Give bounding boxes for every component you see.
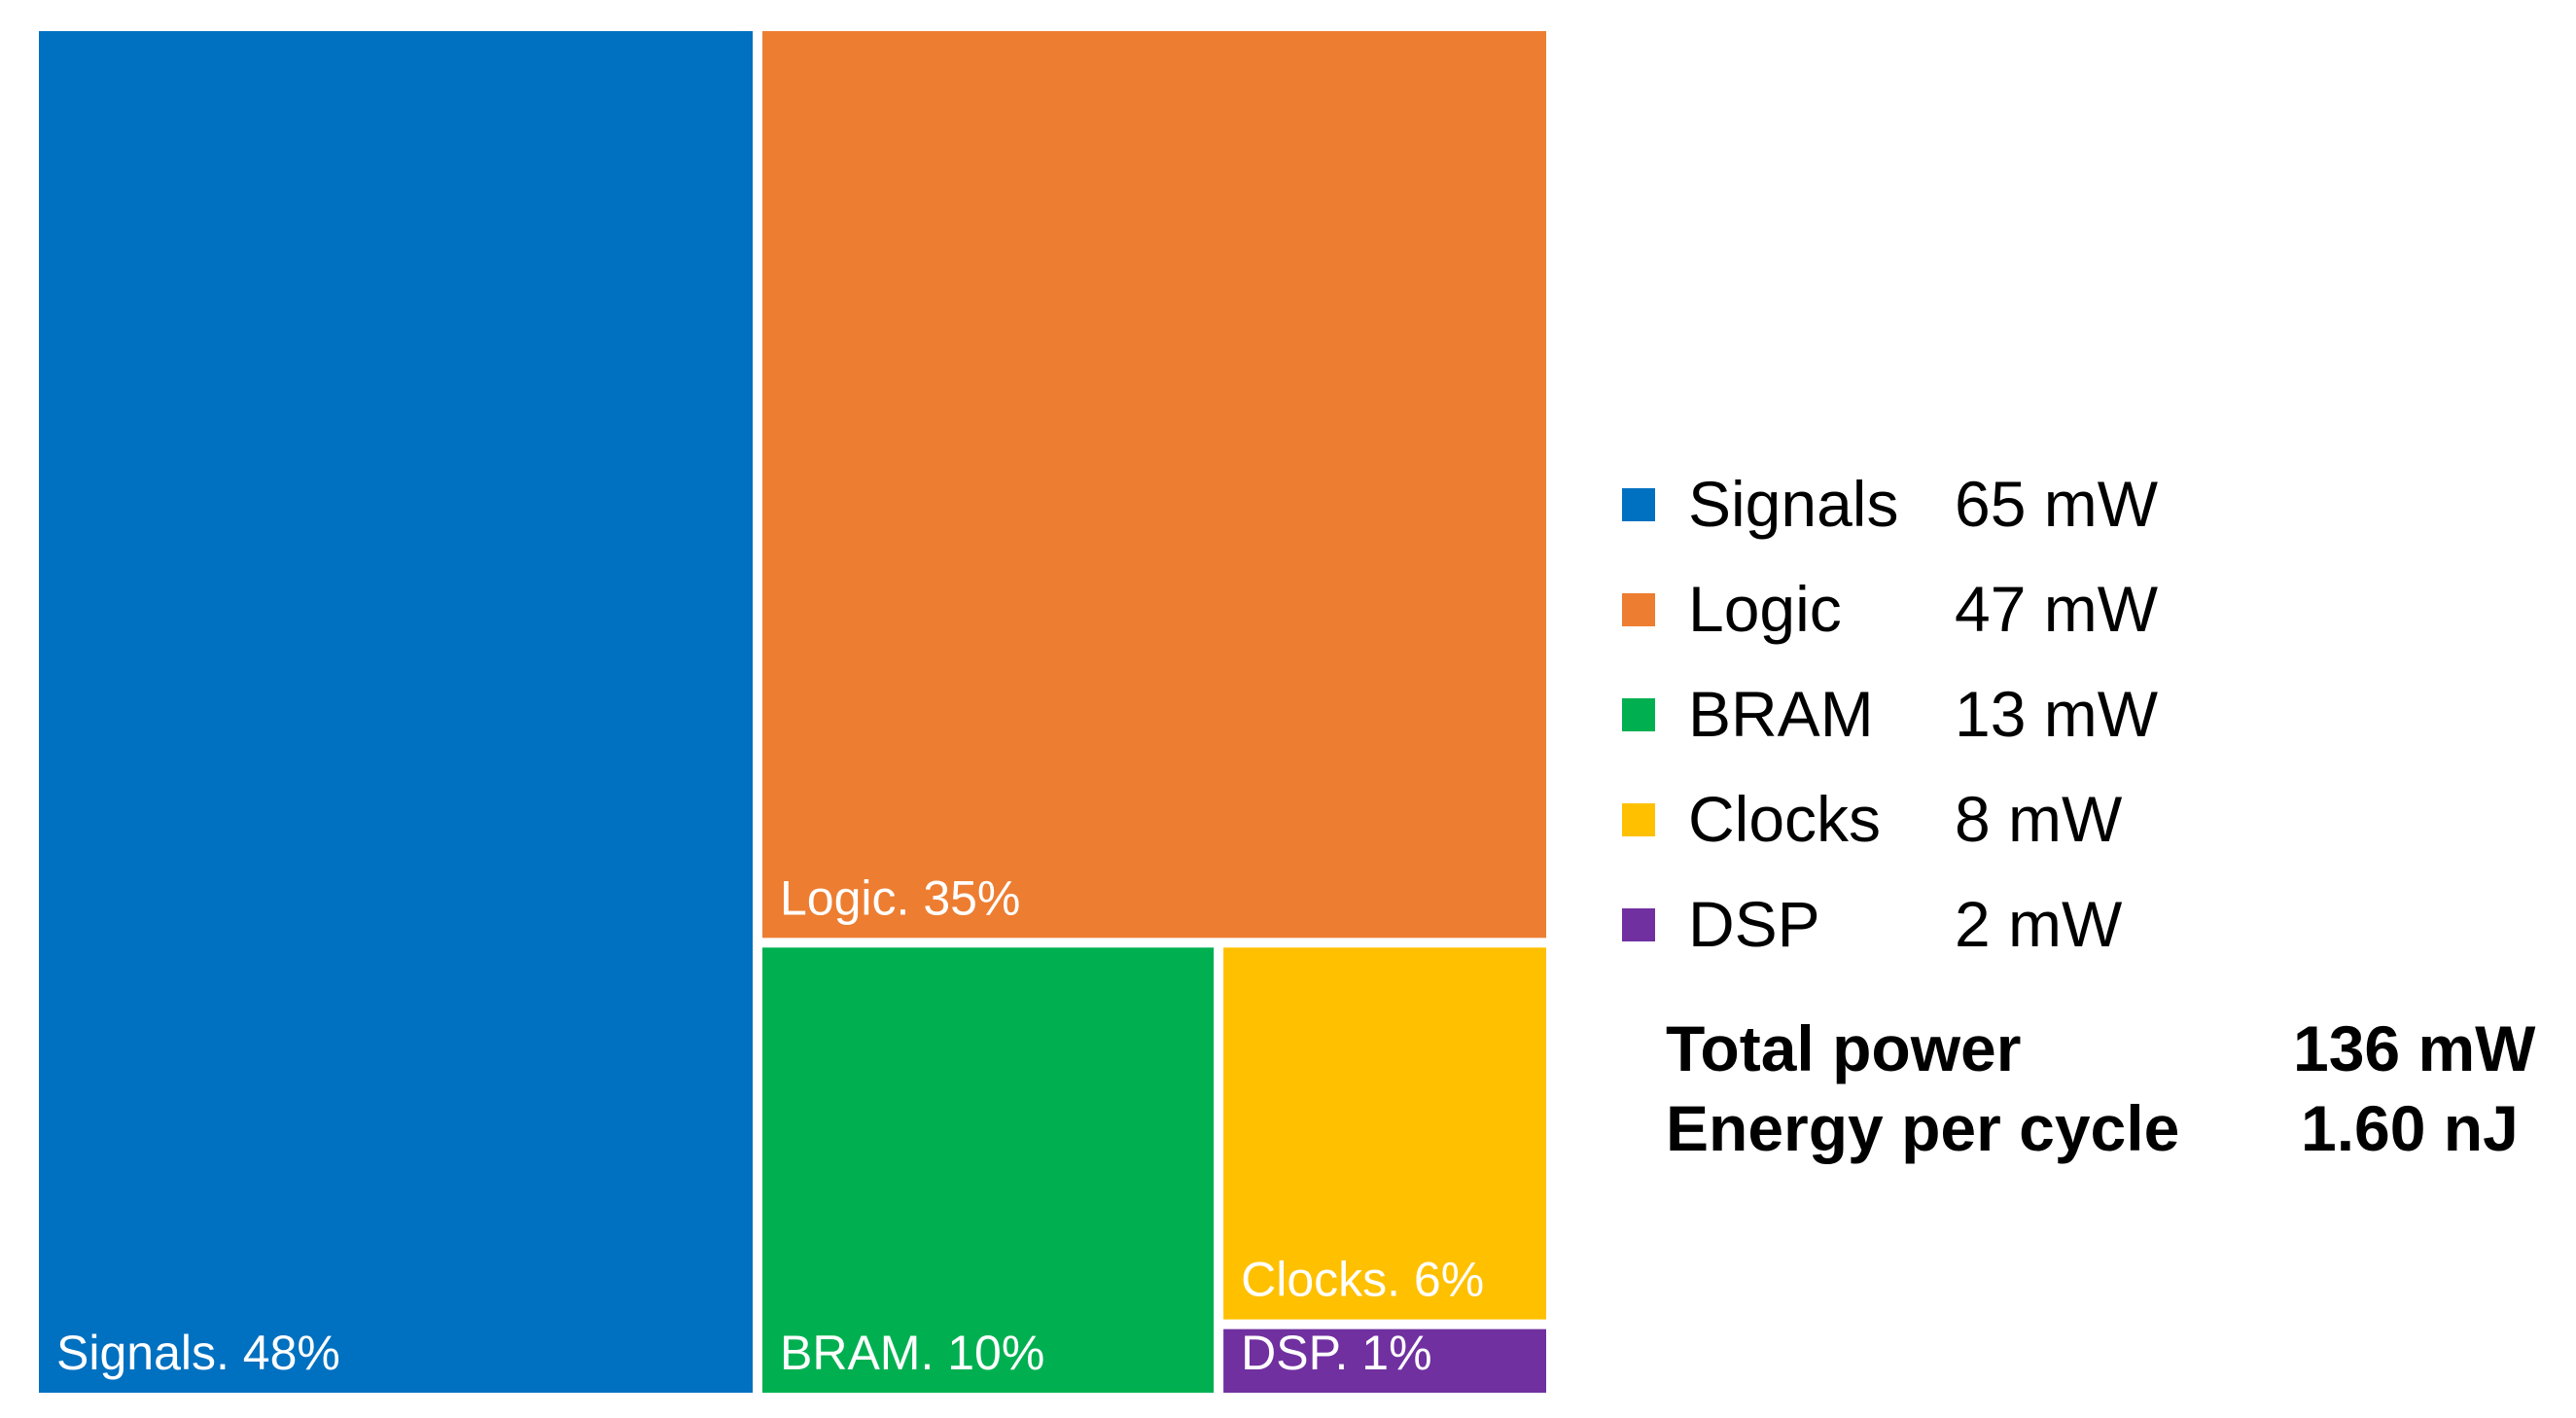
- legend-name-logic: Logic: [1688, 573, 1842, 645]
- legend-swatch-dsp: [1622, 908, 1655, 941]
- legend-name-clocks: Clocks: [1688, 783, 1882, 855]
- legend-value-logic: 47 mW: [1955, 573, 2159, 645]
- tile-label-clocks: Clocks. 6%: [1241, 1253, 1484, 1307]
- legend-item-logic: Logic 47 mW: [1622, 562, 2556, 667]
- total-power-value: 136 mW: [2293, 1012, 2536, 1084]
- total-power-row: Total power 136 mW: [1666, 1010, 2560, 1089]
- legend-item-dsp: DSP 2 mW: [1622, 877, 2556, 982]
- tile-dsp: [1223, 1329, 1546, 1393]
- treemap-chart: Signals. 48% Logic. 35% BRAM. 10% Clocks. 6…: [39, 31, 1546, 1393]
- power-summary: Total power 136 mW Energy per cycle 1.60…: [1666, 1010, 2560, 1169]
- legend-name-bram: BRAM: [1688, 678, 1874, 750]
- legend-value-signals: 65 mW: [1955, 468, 2159, 540]
- total-power-label: Total power: [1666, 1012, 2022, 1084]
- energy-per-cycle-row: Energy per cycle 1.60 nJ: [1666, 1089, 2560, 1169]
- legend-item-signals: Signals 65 mW: [1622, 457, 2556, 562]
- tile-signals: [39, 31, 753, 1393]
- legend-swatch-signals: [1622, 488, 1655, 521]
- legend: Signals 65 mW Logic 47 mW BRAM 13 mW Clo…: [1622, 457, 2556, 982]
- tile-bram: [762, 947, 1215, 1393]
- legend-swatch-bram: [1622, 698, 1655, 731]
- energy-per-cycle-value: 1.60 nJ: [2301, 1092, 2519, 1164]
- tile-label-dsp: DSP. 1%: [1241, 1326, 1431, 1380]
- legend-swatch-logic: [1622, 593, 1655, 626]
- legend-value-dsp: 2 mW: [1955, 888, 2123, 960]
- energy-per-cycle-label: Energy per cycle: [1666, 1092, 2180, 1164]
- tile-label-bram: BRAM. 10%: [780, 1326, 1044, 1380]
- tile-logic: [762, 31, 1546, 939]
- legend-value-bram: 13 mW: [1955, 678, 2159, 750]
- tile-label-logic: Logic. 35%: [780, 870, 1020, 925]
- legend-swatch-clocks: [1622, 803, 1655, 836]
- legend-item-clocks: Clocks 8 mW: [1622, 772, 2556, 877]
- legend-value-clocks: 8 mW: [1955, 783, 2123, 855]
- legend-item-bram: BRAM 13 mW: [1622, 667, 2556, 772]
- tile-label-signals: Signals. 48%: [56, 1326, 340, 1380]
- tile-clocks: [1223, 947, 1546, 1320]
- legend-name-dsp: DSP: [1688, 888, 1820, 960]
- legend-name-signals: Signals: [1688, 468, 1899, 540]
